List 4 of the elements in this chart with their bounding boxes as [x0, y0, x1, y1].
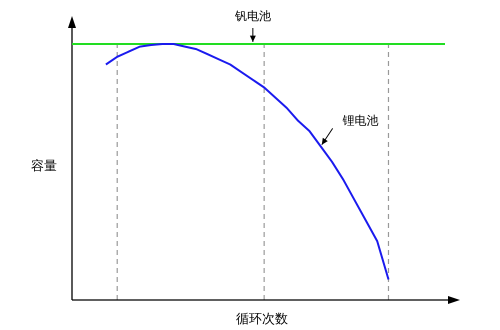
- series-label: 钒电池: [234, 9, 271, 23]
- x-axis-title: 循环次数: [236, 312, 288, 327]
- y-axis-title: 容量: [31, 158, 57, 174]
- text: 锂电池: [342, 113, 379, 128]
